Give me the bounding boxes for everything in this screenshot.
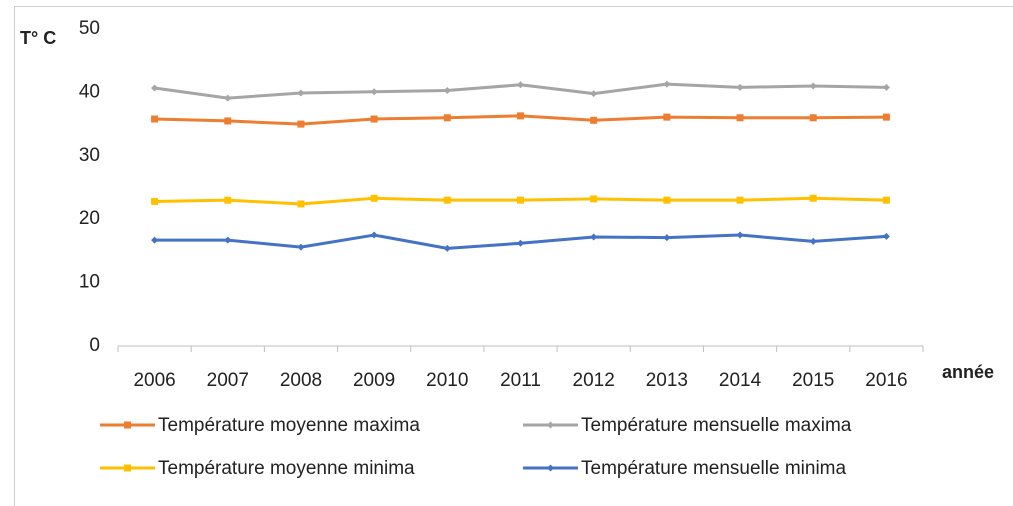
marker [151, 236, 159, 244]
legend-label: Température mensuelle maxima [581, 415, 852, 436]
marker [517, 239, 524, 247]
marker [590, 233, 598, 241]
legend-label: Température moyenne maxima [158, 415, 420, 436]
marker [443, 244, 451, 252]
marker [151, 197, 159, 205]
marker [663, 113, 671, 121]
x-tick-label: 2009 [353, 370, 395, 391]
marker [443, 114, 451, 122]
marker [736, 231, 744, 239]
x-axis-label: année [942, 362, 994, 382]
marker [224, 117, 232, 125]
marker [809, 194, 817, 202]
y-tick-label: 30 [79, 145, 100, 166]
marker [124, 421, 131, 429]
marker [297, 200, 305, 208]
x-tick-label: 2016 [865, 370, 907, 391]
marker [809, 237, 817, 245]
marker [547, 421, 554, 429]
marker [370, 88, 378, 96]
marker [443, 86, 451, 94]
marker [517, 81, 524, 89]
marker [297, 243, 305, 251]
marker [736, 83, 744, 91]
marker [663, 196, 671, 204]
chart-frame [14, 6, 1013, 506]
marker [663, 234, 671, 242]
marker [224, 94, 232, 102]
x-tick-label: 2010 [426, 370, 468, 391]
legend-label: Température mensuelle minima [581, 458, 846, 479]
marker [882, 196, 890, 204]
legend-label: Température moyenne minima [158, 458, 415, 479]
y-tick-label: 40 [79, 81, 100, 102]
marker [151, 84, 159, 92]
marker [224, 196, 232, 204]
y-tick-label: 0 [89, 335, 100, 356]
marker [370, 194, 378, 202]
marker [517, 196, 524, 204]
marker [370, 115, 378, 123]
y-tick-label: 20 [79, 208, 100, 229]
y-tick-label: 10 [79, 272, 100, 293]
x-tick-label: 2011 [500, 370, 541, 391]
x-tick-label: 2007 [207, 370, 249, 391]
marker [809, 114, 817, 122]
marker [882, 232, 890, 240]
marker [370, 231, 378, 239]
marker [590, 90, 598, 98]
marker [124, 464, 131, 472]
marker [590, 116, 598, 124]
y-axis-label: T° C [20, 28, 56, 48]
x-tick-label: 2012 [573, 370, 615, 391]
marker [443, 196, 451, 204]
x-tick-label: 2008 [280, 370, 322, 391]
marker [736, 114, 744, 122]
x-tick-label: 2013 [646, 370, 688, 391]
marker [297, 120, 305, 128]
marker [547, 464, 554, 472]
x-tick-label: 2014 [719, 370, 762, 391]
marker [590, 195, 598, 203]
x-tick-label: 2015 [792, 370, 834, 391]
y-tick-label: 50 [79, 18, 100, 39]
marker [151, 115, 159, 123]
marker [663, 80, 671, 88]
marker [882, 83, 890, 91]
marker [517, 112, 524, 120]
marker [297, 89, 305, 97]
marker [224, 236, 232, 244]
marker [809, 82, 817, 90]
marker [736, 196, 744, 204]
marker [882, 113, 890, 121]
x-tick-label: 2006 [133, 370, 175, 391]
